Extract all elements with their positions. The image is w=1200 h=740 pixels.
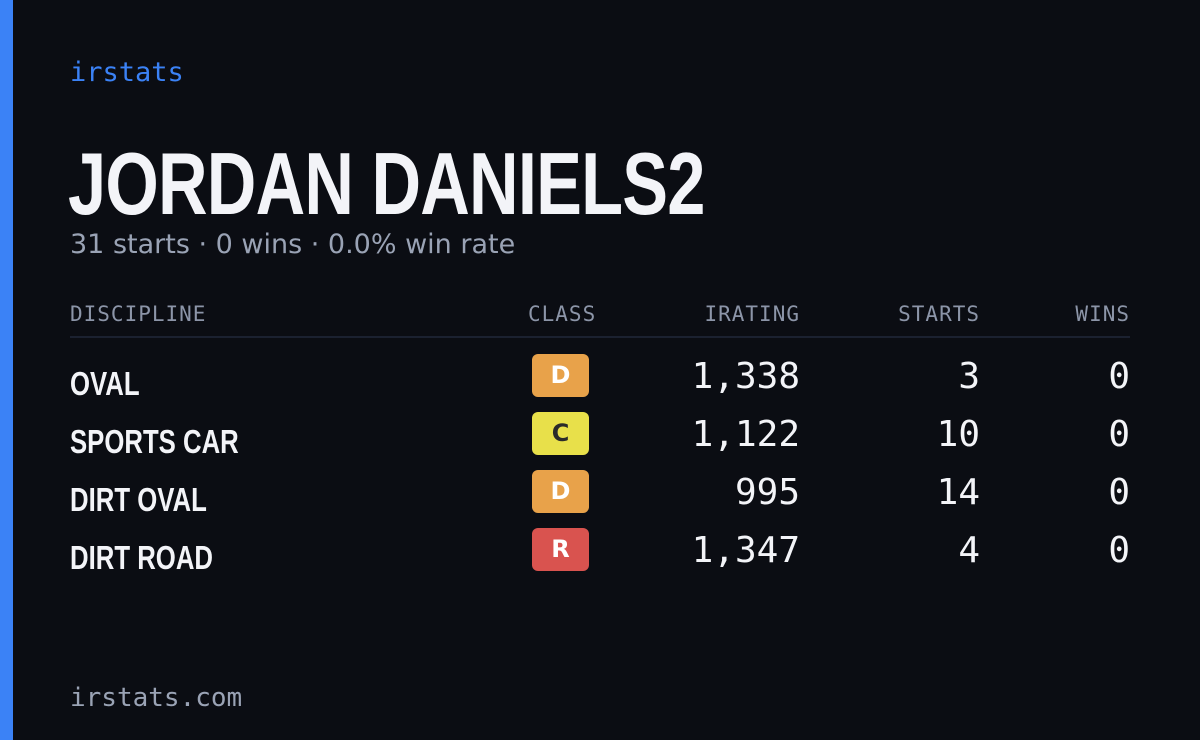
table-header: DISCIPLINE CLASS IRATING STARTS WINS	[70, 296, 1130, 338]
wins-value: 0	[1108, 530, 1130, 571]
discipline-name: DIRT OVAL	[70, 481, 207, 518]
accent-bar	[0, 0, 13, 740]
class-badge: R	[532, 528, 589, 571]
header-class: CLASS	[528, 302, 597, 326]
discipline-name: OVAL	[70, 365, 140, 402]
wins-value: 0	[1108, 472, 1130, 513]
player-name: JORDAN DANIELS2	[68, 134, 705, 233]
irating-value: 1,122	[691, 414, 800, 455]
discipline-name: DIRT ROAD	[70, 539, 213, 576]
stats-table: DISCIPLINE CLASS IRATING STARTS WINS OVA…	[70, 296, 1130, 576]
starts-value: 14	[936, 472, 980, 513]
starts-value: 3	[958, 356, 980, 397]
discipline-name: SPORTS CAR	[70, 423, 239, 460]
irating-value: 1,347	[691, 530, 800, 571]
player-summary: 31 starts · 0 wins · 0.0% win rate	[70, 229, 516, 260]
table-row: DIRT OVAL D 995 14 0	[70, 470, 1130, 528]
wins-value: 0	[1108, 356, 1130, 397]
header-wins: WINS	[1075, 302, 1130, 326]
starts-value: 4	[958, 530, 980, 571]
class-badge: D	[532, 354, 589, 397]
irating-value: 1,338	[691, 356, 800, 397]
table-row: DIRT ROAD R 1,347 4 0	[70, 528, 1130, 586]
header-discipline: DISCIPLINE	[70, 302, 207, 326]
wins-value: 0	[1108, 414, 1130, 455]
table-row: SPORTS CAR C 1,122 10 0	[70, 412, 1130, 470]
brand-logo: irstats	[70, 57, 184, 88]
footer-domain-link[interactable]: irstats.com	[70, 683, 243, 713]
irating-value: 995	[734, 472, 800, 513]
header-irating: IRATING	[704, 302, 800, 326]
table-row: OVAL D 1,338 3 0	[70, 354, 1130, 412]
starts-value: 10	[936, 414, 980, 455]
class-badge: C	[532, 412, 589, 455]
header-starts: STARTS	[898, 302, 980, 326]
class-badge: D	[532, 470, 589, 513]
